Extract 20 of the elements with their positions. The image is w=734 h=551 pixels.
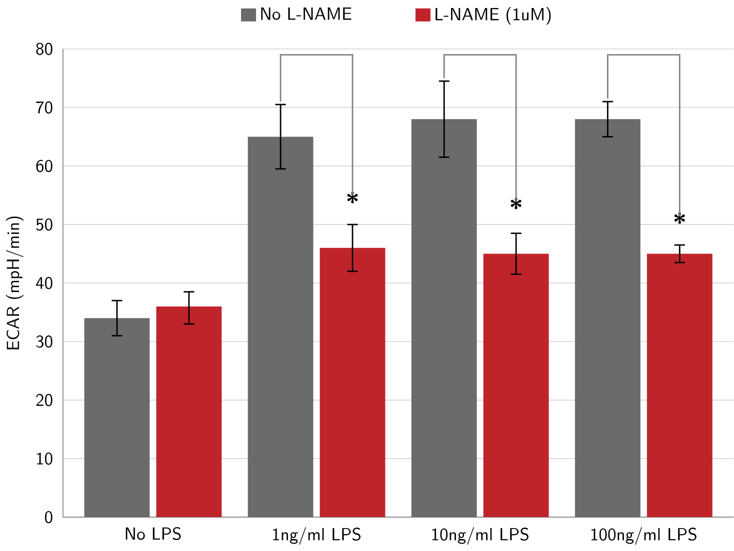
y-tick-label: 80 (36, 42, 52, 56)
y-tick-label: 30 (36, 336, 52, 348)
legend-label: L-NAME (1uM) (436, 7, 551, 25)
y-tick-label: 20 (36, 394, 52, 406)
bar (483, 254, 549, 518)
x-tick-label: 1ng/ml LPS (273, 527, 360, 545)
y-tick-label: 70 (36, 102, 52, 114)
legend-label: No L-NAME (261, 8, 352, 20)
y-tick-label: 50 (36, 218, 52, 231)
x-tick-label: 10ng/ml LPS (432, 527, 528, 545)
y-tick-label: 40 (36, 277, 52, 290)
y-tick-label: 10 (37, 452, 52, 465)
x-tick-label: No LPS (126, 527, 181, 540)
y-axis-title: ECAR (mpH/min) (6, 216, 24, 350)
x-tick-label: 100ng/ml LPS (591, 527, 696, 545)
bar (646, 254, 712, 518)
y-tick-label: 60 (36, 160, 52, 172)
y-tick-label: 0 (45, 511, 52, 524)
bar (156, 306, 222, 518)
bar (320, 248, 386, 518)
